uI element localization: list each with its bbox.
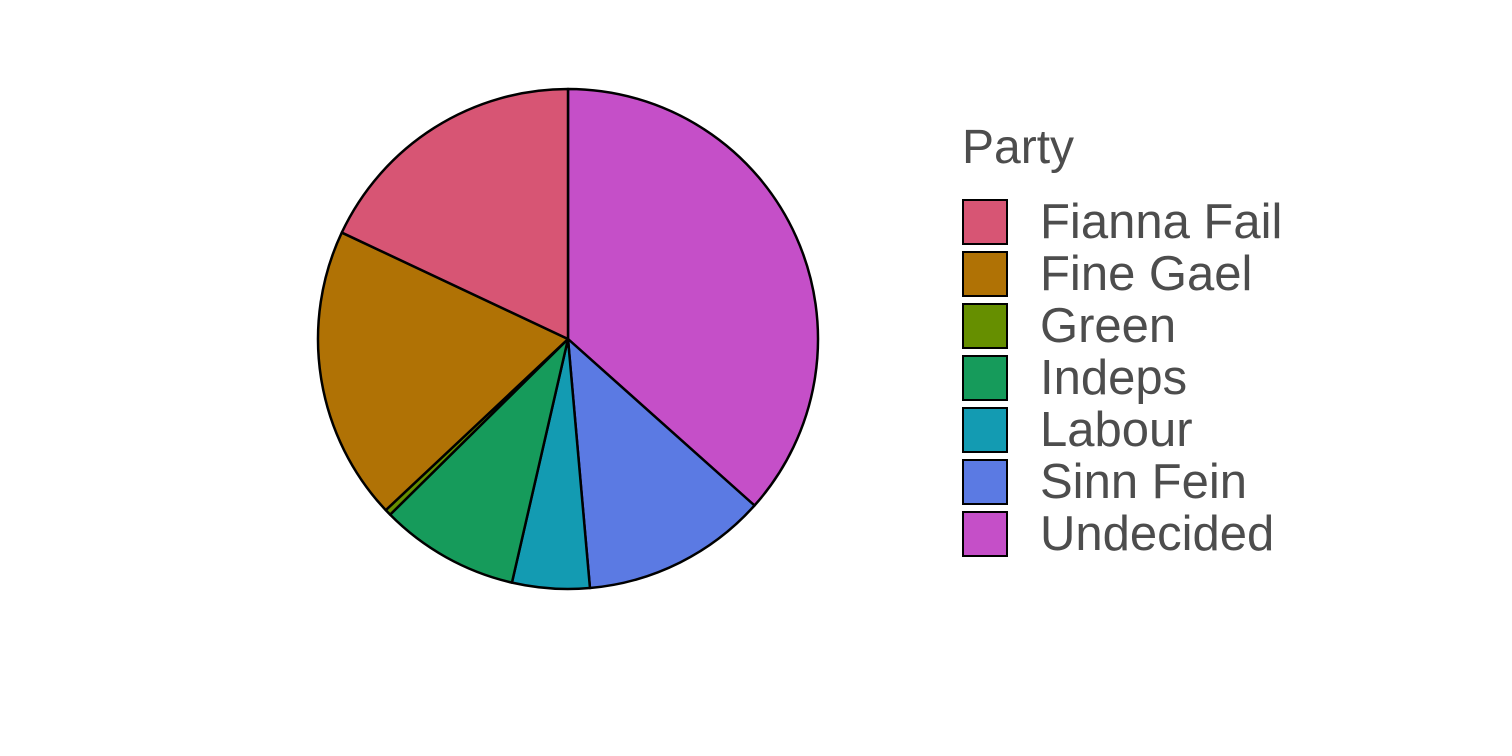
legend-label-sinn-fein: Sinn Fein [1040, 455, 1248, 509]
legend-item-fianna-fail: Fianna Fail [962, 196, 1282, 248]
legend-item-indeps: Indeps [962, 352, 1282, 404]
legend-swatch-fine-gael [962, 251, 1008, 297]
legend-label-fianna-fail: Fianna Fail [1040, 195, 1283, 249]
legend-swatch-indeps [962, 355, 1008, 401]
legend-swatch-labour [962, 407, 1008, 453]
pie-slice-sinn-fein [566, 337, 756, 590]
legend-item-labour: Labour [962, 404, 1282, 456]
legend-label-labour: Labour [1040, 403, 1193, 457]
legend-label-fine-gael: Fine Gael [1040, 247, 1253, 301]
pie-slice-fianna-fail [340, 87, 570, 341]
legend-item-sinn-fein: Sinn Fein [962, 456, 1282, 508]
legend-label-green: Green [1040, 299, 1177, 353]
pie-slice-indeps [388, 337, 570, 584]
legend-label-indeps: Indeps [1040, 351, 1188, 405]
legend-label-undecided: Undecided [1040, 507, 1275, 561]
legend-item-undecided: Undecided [962, 508, 1282, 560]
legend-swatch-sinn-fein [962, 459, 1008, 505]
pie-slice-undecided [566, 87, 820, 507]
legend-title: Party [962, 121, 1075, 174]
legend-item-green: Green [962, 300, 1282, 352]
legend: Party Fianna Fail Fine Gael Green Indeps Lab… [962, 118, 1282, 560]
legend-swatch-undecided [962, 511, 1008, 557]
pie-slices [316, 87, 820, 591]
legend-swatch-fianna-fail [962, 199, 1008, 245]
legend-items: Fianna Fail Fine Gael Green Indeps Labour Sin… [962, 196, 1282, 560]
pie-slice-fine-gael [316, 231, 570, 512]
legend-item-fine-gael: Fine Gael [962, 248, 1282, 300]
legend-swatch-green [962, 303, 1008, 349]
